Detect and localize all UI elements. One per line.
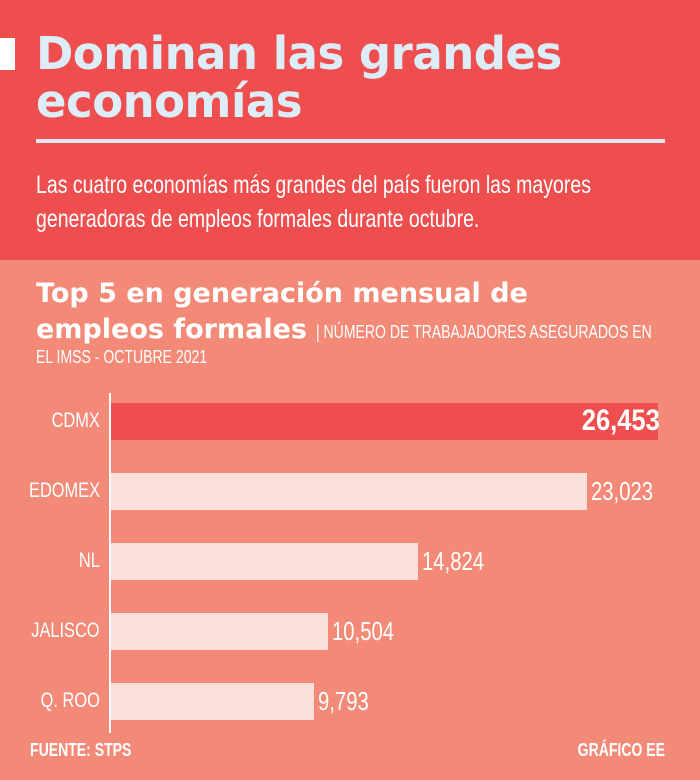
category-label: JALISCO <box>31 619 100 642</box>
page-title: Dominan las grandes economías <box>36 27 562 128</box>
value-label: 10,504 <box>332 616 395 646</box>
title-divider <box>36 139 665 143</box>
bar-nl <box>111 543 418 580</box>
bar-jalisco <box>111 613 329 650</box>
category-label: NL <box>79 549 100 572</box>
category-label: CDMX <box>51 409 100 432</box>
header-panel <box>0 0 700 260</box>
credit-note: GRÁFICO EE <box>577 740 665 760</box>
subtitle: Las cuatro economías más grandes del paí… <box>36 171 591 233</box>
y-axis-line <box>109 393 111 733</box>
title-marker <box>0 38 15 70</box>
bar-edomex <box>111 473 588 510</box>
value-label: 9,793 <box>317 686 369 716</box>
value-label: 14,824 <box>421 546 484 576</box>
value-label: 26,453 <box>581 404 660 437</box>
bar-cdmx <box>111 403 658 440</box>
chart-title: Top 5 en generación mensual de empleos f… <box>36 276 700 350</box>
category-label: Q. ROO <box>40 689 100 712</box>
category-label: EDOMEX <box>29 479 100 502</box>
value-label: 23,023 <box>591 476 654 506</box>
source-note: FUENTE: STPS <box>30 740 132 760</box>
bar-q-roo <box>111 683 314 720</box>
chart-subtitle-2: EL IMSS - OCTUBRE 2021 <box>36 347 208 367</box>
chart-subtitle: | NÚMERO DE TRABAJADORES ASEGURADOS EN <box>316 322 653 342</box>
